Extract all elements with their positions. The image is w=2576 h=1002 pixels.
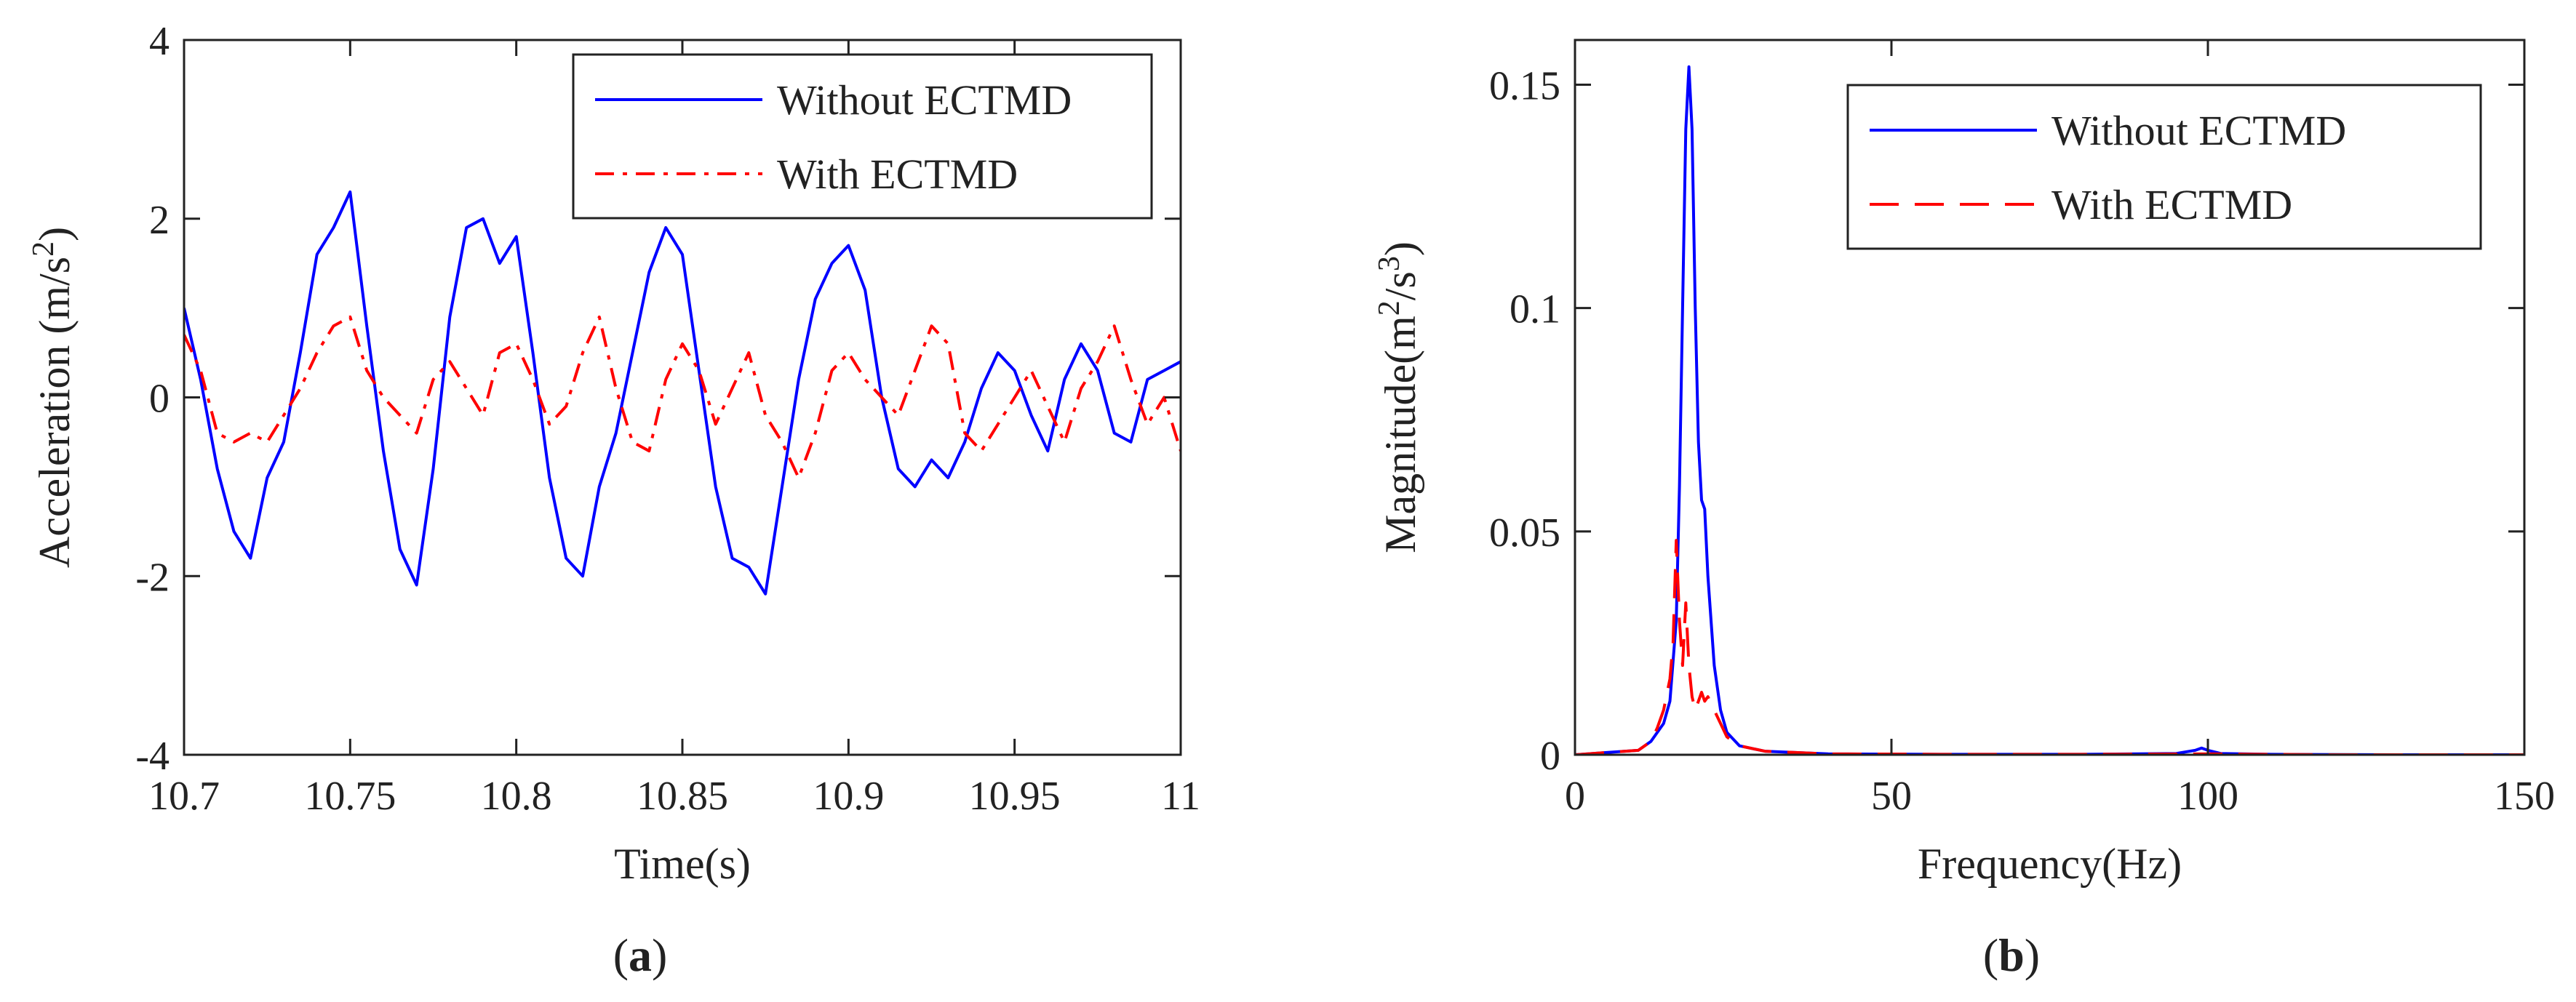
panel-a-y-tick-label: -4	[135, 734, 170, 779]
panel-b-legend-label-2: With ECTMD	[2051, 181, 2292, 228]
panel-a-y-tick-label: -2	[135, 555, 170, 600]
panel-b-x-tick-label: 150	[2494, 774, 2555, 819]
ylabel-segment: Magnitude(m	[1376, 316, 1424, 553]
ylabel-segment: /s	[1376, 271, 1424, 300]
caption-paren: (	[613, 929, 629, 981]
panel-b-y-tick-label: 0.1	[1510, 287, 1560, 332]
panel-a-legend-label-2: With ECTMD	[777, 151, 1018, 198]
panel-a-y-tick-label: 0	[149, 377, 170, 422]
panel-a-series-group	[184, 190, 1181, 596]
panel-a-x-tick-label: 10.8	[481, 774, 552, 819]
panel-a-ticks: 10.7 10.75 10.8 10.85 10.9 10.95 11 -4 -2 0 2 4	[135, 19, 1200, 819]
ylabel-segment: 3	[1373, 256, 1406, 271]
panel-b-x-tick-label: 0	[1565, 774, 1585, 819]
panel-a-acceleration-chart: 10.7 10.75 10.8 10.85 10.9 10.95 11 -4 -2 0 2 4 Tim…	[27, 19, 1200, 981]
caption-paren: )	[2025, 929, 2040, 981]
panel-b-legend-box	[1846, 84, 2482, 250]
panel-a-x-tick-label: 10.9	[813, 774, 884, 819]
caption-paren: (	[1983, 929, 1998, 981]
ylabel-segment: 2	[27, 241, 60, 257]
panel-b-magnitude-chart: 0 50 100 150 0 0.05 0.1 0.15 Frequency(Hz) Magn…	[1373, 39, 2555, 981]
panel-b-axes-frame	[1574, 39, 2526, 756]
panel-a-series-line-2	[184, 315, 1181, 480]
ylabel-segment: Acceleration (m/s	[31, 257, 79, 568]
panel-a-x-tick-label: 10.7	[148, 774, 220, 819]
panel-a-x-tick-label: 10.85	[637, 774, 728, 819]
ylabel-segment: )	[31, 227, 79, 241]
panel-a-y-tick-label: 4	[149, 19, 170, 64]
panel-b-ticks: 0 50 100 150 0 0.05 0.1 0.15	[1489, 40, 2555, 819]
panel-b-y-axis-label: Magnitude(m2/s3)	[1373, 241, 1424, 553]
panel-b-legend-label-1: Without ECTMD	[2051, 107, 2346, 154]
ylabel-segment: )	[1376, 241, 1424, 256]
caption-letter: b	[1998, 929, 2025, 981]
panel-b-x-tick-label: 100	[2177, 774, 2238, 819]
caption-letter: a	[629, 929, 652, 981]
caption-paren: )	[652, 929, 667, 981]
panel-a-legend: Without ECTMD With ECTMD	[572, 53, 1153, 220]
panel-a-x-axis-label: Time(s)	[614, 840, 751, 888]
panel-a-y-tick-label: 2	[149, 198, 170, 243]
panel-b-y-tick-label: 0.05	[1489, 510, 1560, 556]
panel-a-legend-label-1: Without ECTMD	[777, 76, 1072, 124]
panel-b-y-tick-label: 0.15	[1489, 63, 1560, 108]
panel-b-caption: (b)	[1983, 929, 2040, 981]
panel-a-x-tick-label: 10.95	[969, 774, 1061, 819]
panel-a-caption: (a)	[613, 929, 668, 981]
panel-b-x-axis-label: Frequency(Hz)	[1918, 840, 2182, 888]
panel-a-x-tick-label: 10.75	[304, 774, 396, 819]
panel-b-series-line-2	[1575, 539, 2524, 755]
panel-b-legend: Without ECTMD With ECTMD	[1846, 84, 2482, 250]
panel-a-x-tick-label: 11	[1161, 774, 1200, 819]
panel-b-y-tick-label: 0	[1540, 734, 1560, 779]
panel-b-series-line-1	[1575, 65, 2524, 755]
ylabel-segment: 2	[1373, 300, 1406, 316]
panel-a-series-line-1	[184, 190, 1181, 596]
panel-b-x-tick-label: 50	[1871, 774, 1912, 819]
panel-a-legend-box	[572, 53, 1153, 220]
panel-a-y-axis-label: Acceleration (m/s2)	[27, 227, 79, 568]
